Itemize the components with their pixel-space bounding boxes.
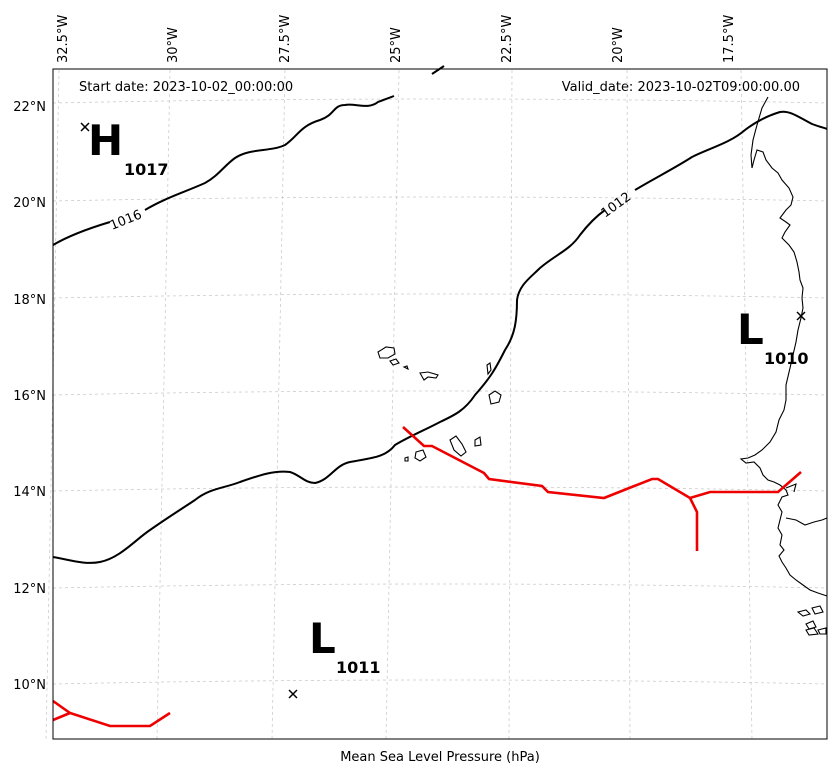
meridian-20w bbox=[626, 69, 631, 741]
graticule bbox=[45, 69, 828, 741]
parallel-20n bbox=[52, 196, 828, 202]
lon-label: 25°W bbox=[389, 27, 404, 63]
isobar-label-1012: 1012 bbox=[599, 190, 635, 222]
bissagos-island bbox=[817, 627, 827, 635]
island-santa-luzia bbox=[402, 365, 409, 371]
meridian-30w bbox=[156, 69, 171, 741]
parallel-10n bbox=[52, 679, 828, 685]
latitude-labels: 22°N 20°N 18°N 16°N 14°N 12°N 10°N bbox=[13, 100, 46, 693]
pressure-center-low: L 1010 bbox=[737, 305, 809, 368]
lat-label: 14°N bbox=[13, 485, 46, 500]
isobars bbox=[52, 65, 828, 564]
island-santiago bbox=[449, 435, 467, 457]
bissagos-island bbox=[805, 627, 819, 636]
bissagos-island bbox=[805, 620, 817, 630]
island-sao-vicente bbox=[389, 358, 400, 366]
start-date-label: Start date: 2023-10-02_00:00:00 bbox=[79, 80, 293, 95]
meridian-17-5w bbox=[740, 69, 753, 741]
guinea-bissau-coast bbox=[785, 517, 828, 526]
island-boa-vista bbox=[488, 390, 502, 405]
lon-label: 32.5°W bbox=[56, 15, 71, 63]
front-line-main bbox=[402, 426, 802, 500]
pressure-center-low: L 1011 bbox=[288, 614, 381, 699]
center-x-marker bbox=[80, 122, 90, 132]
low-value: 1010 bbox=[764, 349, 809, 368]
lat-label: 20°N bbox=[13, 196, 46, 211]
low-letter: L bbox=[737, 305, 764, 354]
lat-label: 22°N bbox=[13, 100, 46, 115]
meridian-27-5w bbox=[271, 69, 286, 741]
africa-coastline bbox=[739, 96, 828, 597]
high-letter: H bbox=[88, 116, 123, 165]
island-brava bbox=[404, 456, 409, 462]
bissagos-island bbox=[811, 605, 824, 615]
parallel-18n bbox=[52, 293, 828, 299]
isobar-label-1016: 1016 bbox=[108, 207, 144, 233]
island-sal bbox=[486, 362, 492, 376]
center-x-marker bbox=[796, 311, 806, 321]
front-line-branch bbox=[688, 497, 699, 551]
meridian-25w bbox=[385, 69, 400, 741]
lon-label: 30°W bbox=[166, 27, 181, 63]
island-maio bbox=[474, 436, 482, 447]
parallel-14n bbox=[52, 486, 828, 492]
center-x-marker bbox=[288, 689, 298, 699]
fronts bbox=[52, 426, 802, 728]
coastlines bbox=[377, 96, 828, 636]
meridian-22-5w bbox=[508, 69, 513, 741]
lon-label: 27.5°W bbox=[278, 15, 293, 63]
map-caption: Mean Sea Level Pressure (hPa) bbox=[340, 750, 540, 765]
lon-label: 17.5°W bbox=[722, 15, 737, 63]
parallel-12n bbox=[52, 583, 828, 589]
low-value: 1011 bbox=[336, 658, 381, 677]
lat-label: 18°N bbox=[13, 293, 46, 308]
pressure-center-high: H 1017 bbox=[80, 116, 169, 179]
lon-label: 22.5°W bbox=[500, 15, 515, 63]
valid-date-label: Valid_date: 2023-10-02T09:00:00.00 bbox=[562, 80, 800, 95]
lat-label: 10°N bbox=[13, 678, 46, 693]
lat-label: 12°N bbox=[13, 582, 46, 597]
island-santo-antao bbox=[377, 346, 396, 359]
meridian-32-5w bbox=[45, 69, 60, 741]
lon-label: 20°W bbox=[611, 27, 626, 63]
island-sao-nicolau bbox=[419, 371, 439, 381]
lat-label: 16°N bbox=[13, 389, 46, 404]
bissagos-island bbox=[796, 609, 812, 617]
low-letter: L bbox=[309, 614, 336, 663]
isobar-1012 bbox=[52, 110, 828, 564]
front-line-south-stub bbox=[52, 711, 71, 722]
longitude-labels: 32.5°W 30°W 27.5°W 25°W 22.5°W 20°W 17.5… bbox=[56, 15, 737, 63]
front-line-south bbox=[52, 699, 171, 728]
high-value: 1017 bbox=[124, 160, 169, 179]
map-frame bbox=[52, 68, 828, 740]
parallel-16n bbox=[52, 390, 828, 396]
isobar-1016 bbox=[52, 65, 445, 246]
parallel-22n bbox=[52, 98, 828, 104]
gambia-inlet bbox=[785, 483, 797, 493]
island-fogo bbox=[414, 449, 427, 462]
